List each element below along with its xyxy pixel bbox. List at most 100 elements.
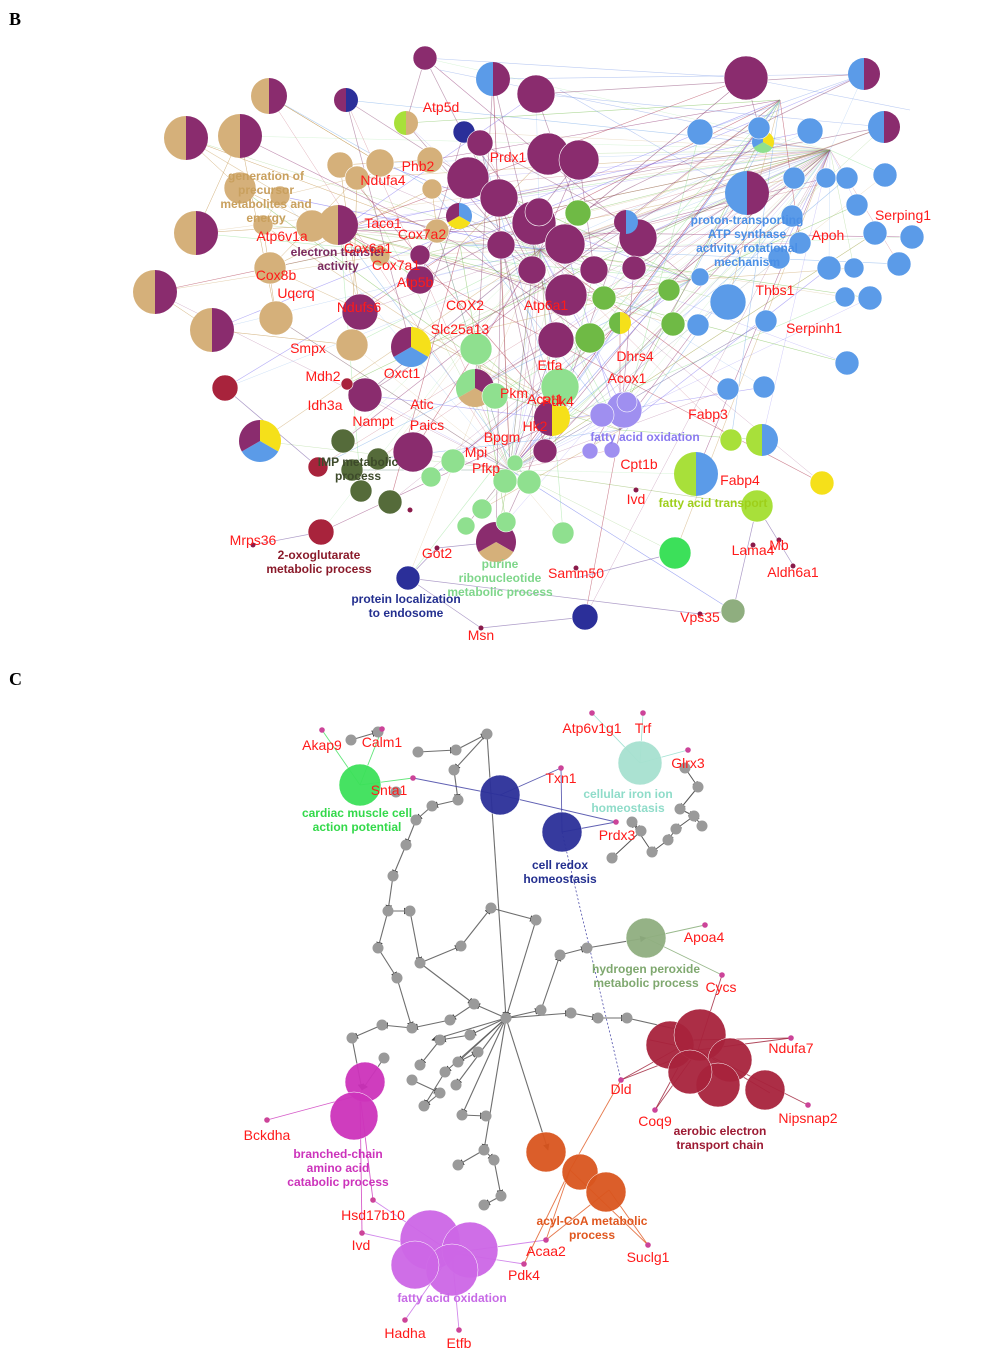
gene-label: Pdk4 — [542, 393, 574, 409]
gene-label: Smpx — [290, 340, 326, 356]
term-node — [365, 148, 395, 178]
term-node — [412, 746, 424, 758]
term-node — [720, 598, 746, 624]
term-label: IMP metabolic process — [318, 455, 399, 483]
term-node — [662, 834, 674, 846]
term-node — [390, 786, 402, 798]
term-node — [585, 1171, 627, 1213]
term-node — [446, 156, 490, 200]
term-node — [349, 479, 373, 503]
term-node — [344, 165, 370, 191]
term-label-line: fatty acid oxidation — [590, 430, 699, 444]
gene-label: Serpinh1 — [786, 320, 842, 336]
term-node — [211, 374, 239, 402]
term-node — [174, 211, 218, 255]
term-label: generation of precursor metabolites and ene… — [220, 169, 311, 225]
term-node — [674, 452, 718, 496]
term-node — [834, 350, 860, 376]
gene-label: Nipsnap2 — [778, 1110, 837, 1126]
term-node — [468, 998, 480, 1010]
term-label-line: cellular iron ion — [583, 787, 672, 801]
term-label: branched-chain amino acid catabolic proces… — [287, 1147, 389, 1189]
term-label-line: activity, rotational — [696, 241, 798, 255]
term-node — [404, 905, 416, 917]
term-node — [412, 45, 438, 71]
gene-label: Thbs1 — [756, 282, 795, 298]
gene-label: Calm1 — [362, 734, 403, 750]
gene-node — [652, 1107, 658, 1113]
term-node — [524, 197, 554, 227]
term-node — [387, 870, 399, 882]
term-label-line: proton-transporting — [691, 213, 804, 227]
term-node — [376, 1019, 388, 1031]
term-label-line: homeostasis — [523, 872, 597, 886]
gene-label: Atp5b — [397, 274, 434, 290]
gene-label: Fabp4 — [720, 472, 760, 488]
term-node — [439, 1066, 451, 1078]
term-node — [592, 1012, 604, 1024]
gene-label: Atic — [410, 396, 433, 412]
term-node — [565, 1007, 577, 1019]
gene-node — [702, 922, 708, 928]
term-node — [862, 220, 888, 246]
term-node — [369, 245, 391, 267]
gene-node — [790, 563, 796, 569]
term-node — [558, 139, 600, 181]
panel-b-nodes — [133, 45, 925, 631]
term-node — [424, 218, 450, 244]
term-label: fatty acid oxidation — [590, 430, 699, 444]
term-node — [670, 823, 682, 835]
gene-node — [543, 1237, 549, 1243]
term-node — [334, 88, 358, 112]
term-node — [455, 940, 467, 952]
gene-node — [788, 1035, 794, 1041]
term-node — [534, 400, 570, 436]
term-label: acyl-CoA metabolic process — [537, 1214, 648, 1242]
term-label-line: precursor — [238, 183, 294, 197]
term-node — [347, 377, 383, 413]
gene-label: Samm50 — [548, 565, 604, 581]
term-node — [626, 816, 638, 828]
gene-label: Trf — [635, 720, 652, 736]
gene-label: Prdx1 — [490, 149, 527, 165]
term-node — [190, 308, 234, 352]
gene-label: Idh3a — [307, 397, 342, 413]
term-label-line: branched-chain — [293, 1147, 382, 1161]
term-node — [719, 428, 743, 452]
term-node — [589, 402, 615, 428]
term-node — [394, 111, 418, 135]
term-node — [621, 1012, 633, 1024]
term-node — [591, 285, 617, 311]
term-node — [456, 516, 476, 536]
term-node — [646, 846, 658, 858]
term-node — [452, 1056, 464, 1068]
term-node — [391, 972, 403, 984]
term-node — [816, 255, 842, 281]
gene-label: Cycs — [705, 979, 736, 995]
term-node — [307, 518, 335, 546]
term-label-line: process — [335, 469, 381, 483]
term-node — [481, 728, 493, 740]
term-node — [269, 185, 291, 207]
term-label: aerobic electron transport chain — [674, 1124, 767, 1152]
term-node — [516, 469, 542, 495]
gene-node — [640, 710, 646, 716]
gene-label: Cox7a1 — [372, 257, 420, 273]
term-node — [574, 322, 606, 354]
term-node — [479, 178, 519, 218]
term-node — [848, 58, 880, 90]
gene-label: Mpi — [465, 444, 488, 460]
term-label: cell redox homeostasis — [523, 858, 597, 886]
gene-label: Ndufs6 — [337, 299, 382, 315]
term-node — [410, 814, 422, 826]
gene-label: Cox8b — [256, 267, 297, 283]
term-node — [485, 902, 497, 914]
gene-label: Oxct1 — [384, 365, 421, 381]
term-node — [434, 1087, 446, 1099]
gene-node — [750, 542, 756, 548]
term-node — [609, 312, 631, 334]
term-node — [899, 224, 925, 250]
term-label-line: fatty acid transport — [659, 496, 768, 510]
gene-label: Serping1 — [875, 207, 931, 223]
